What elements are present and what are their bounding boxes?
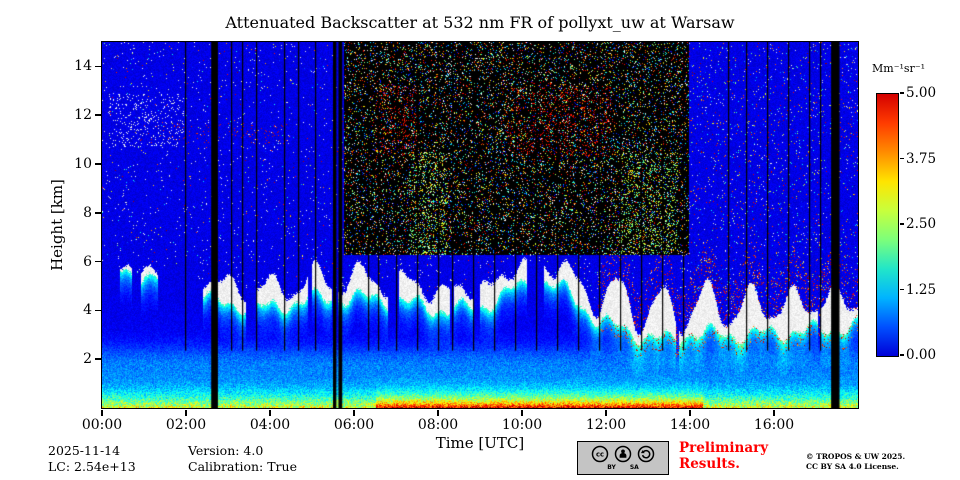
colorbar-tick-mark xyxy=(899,354,904,356)
y-tick-mark xyxy=(94,309,101,312)
x-tick-label: 02:00 xyxy=(165,417,207,433)
y-tick-mark xyxy=(94,114,101,116)
preliminary-line1: Preliminary xyxy=(679,440,769,456)
copyright-line1: © TROPOS & UW 2025. xyxy=(806,452,906,461)
colorbar-tick-label: 1.25 xyxy=(906,281,937,298)
colorbar-tick-mark xyxy=(899,92,904,94)
cc-license-badge: cc BY SA xyxy=(577,441,669,475)
x-tick-mark xyxy=(269,409,271,416)
x-tick-mark xyxy=(353,409,355,416)
x-tick-mark xyxy=(521,409,523,416)
y-tick-label: 4 xyxy=(83,302,92,319)
cc-by-label: BY xyxy=(607,464,616,471)
colorbar-tick-label: 0.00 xyxy=(906,347,937,363)
y-tick-label: 6 xyxy=(83,253,92,270)
x-tick-mark xyxy=(605,409,607,416)
colorbar-tick-label: 3.75 xyxy=(906,150,937,167)
by-person-icon xyxy=(614,445,632,463)
cc-badge-icons: cc xyxy=(591,445,655,463)
colorbar xyxy=(876,93,899,357)
x-tick-label: 00:00 xyxy=(81,417,123,433)
y-tick-mark xyxy=(94,260,101,263)
colorbar-tick-mark xyxy=(899,288,904,291)
y-tick-label: 8 xyxy=(83,204,92,221)
y-tick-mark xyxy=(94,358,101,360)
x-axis-label: Time [UTC] xyxy=(435,434,525,452)
copyright-line2: CC BY SA 4.0 License. xyxy=(806,462,899,472)
y-tick-label: 10 xyxy=(74,156,92,172)
svg-text:cc: cc xyxy=(596,451,604,459)
colorbar-tick-mark xyxy=(899,157,904,160)
y-tick-mark xyxy=(94,65,101,68)
colorbar-tick-label: 2.50 xyxy=(906,216,937,232)
x-tick-mark xyxy=(101,409,103,416)
measurement-date: 2025-11-14 xyxy=(48,443,121,458)
x-tick-mark xyxy=(185,409,187,416)
x-tick-mark xyxy=(437,409,439,416)
y-tick-label: 14 xyxy=(74,58,92,75)
version-label: Version: 4.0 xyxy=(188,443,264,458)
plot-title: Attenuated Backscatter at 532 nm FR of p… xyxy=(225,13,735,32)
x-tick-label: 16:00 xyxy=(753,417,795,433)
cc-badge-labels: BY SA xyxy=(607,464,639,471)
sa-arrow-icon xyxy=(637,445,655,463)
x-tick-label: 06:00 xyxy=(333,417,375,433)
y-tick-label: 2 xyxy=(83,351,92,368)
colorbar-tick-label: 5.00 xyxy=(906,85,937,101)
cc-sa-label: SA xyxy=(629,464,639,471)
x-tick-mark xyxy=(773,409,775,416)
x-tick-label: 14:00 xyxy=(669,417,711,433)
x-tick-label: 04:00 xyxy=(249,417,291,433)
preliminary-line2: Results. xyxy=(679,455,740,472)
cc-icon: cc xyxy=(591,445,609,463)
y-tick-label: 12 xyxy=(74,107,92,124)
x-tick-label: 08:00 xyxy=(417,417,459,433)
copyright-note: © TROPOS & UW 2025. CC BY SA 4.0 License… xyxy=(806,452,905,472)
x-tick-label: 10:00 xyxy=(501,417,543,433)
y-tick-mark xyxy=(94,212,101,214)
lidar-constant: LC: 2.54e+13 xyxy=(48,459,136,474)
x-tick-mark xyxy=(689,409,691,416)
heatmap-plot xyxy=(100,40,859,409)
colorbar-tick-mark xyxy=(899,223,904,225)
colorbar-unit: Mm⁻¹sr⁻¹ xyxy=(872,62,926,75)
x-tick-label: 12:00 xyxy=(585,417,627,433)
y-tick-mark xyxy=(94,163,101,165)
y-axis-label: Height [km] xyxy=(48,179,66,271)
preliminary-results-note: Preliminary Results. xyxy=(679,440,769,472)
calibration-label: Calibration: True xyxy=(188,459,297,474)
